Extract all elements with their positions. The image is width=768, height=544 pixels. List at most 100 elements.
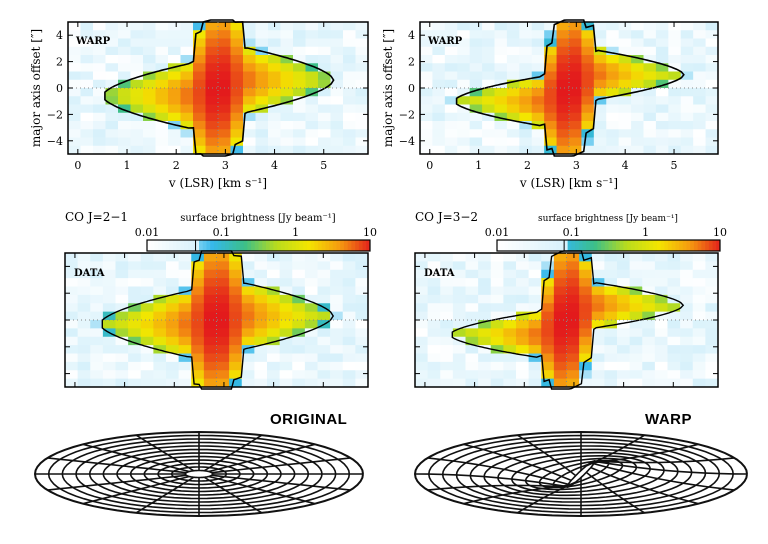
heatmap-cell [668, 104, 682, 114]
heatmap-cell [692, 353, 706, 363]
colorbar-swatch [545, 240, 550, 251]
heatmap-cell [355, 286, 369, 296]
heatmap-cell [68, 96, 81, 105]
heatmap-cell [118, 145, 131, 155]
heatmap-cell [556, 55, 570, 64]
heatmap-cell [541, 303, 555, 313]
colorbar-tick-label: 1 [642, 226, 649, 239]
heatmap-cell [692, 345, 706, 354]
heatmap-cell [654, 278, 668, 287]
heatmap-cell [115, 294, 129, 304]
disk-diagram-warp [413, 430, 748, 518]
heatmap-cell [668, 145, 682, 155]
heatmap-cell [102, 278, 116, 287]
heatmap-cell [629, 328, 643, 338]
heatmap-cell [469, 55, 483, 64]
heatmap-cell [593, 137, 607, 147]
heatmap-cell [593, 30, 607, 39]
heatmap-cell [317, 269, 331, 279]
heatmap-cell [130, 121, 144, 130]
heatmap-cell [465, 361, 479, 371]
heatmap-cell [469, 112, 483, 122]
heatmap-cell [705, 63, 719, 72]
heatmap-cell [230, 129, 244, 138]
heatmap-cell [541, 328, 555, 338]
heatmap-cell [617, 345, 631, 354]
panel-label: DATA [424, 268, 455, 279]
heatmap-cell [243, 129, 256, 138]
colorbar-swatch [202, 240, 207, 251]
heatmap-cell [203, 320, 217, 329]
heatmap-cell [293, 112, 306, 122]
heatmap-cell [566, 294, 580, 304]
heatmap-cell [579, 345, 593, 354]
heatmap-cell [102, 320, 116, 329]
heatmap-cell [692, 278, 706, 287]
heatmap-cell [255, 129, 269, 138]
heatmap-cell [618, 137, 632, 147]
heatmap-cell [80, 38, 94, 48]
heatmap-cell [268, 30, 281, 39]
heatmap-cell [180, 104, 194, 114]
colorbar-swatch [329, 240, 334, 251]
heatmap-cell [629, 336, 643, 346]
heatmap-cell [566, 261, 580, 271]
disk-spoke [47, 474, 187, 491]
heatmap-cell [444, 104, 458, 114]
heatmap-cell [427, 328, 441, 338]
heatmap-cell [440, 328, 454, 338]
heatmap-cell [105, 38, 119, 48]
heatmap-cell [643, 38, 657, 48]
heatmap-cell [457, 71, 471, 81]
heatmap-cell [305, 63, 319, 72]
colorbar-swatch [708, 240, 714, 251]
heatmap-cell [279, 361, 293, 371]
heatmap-cell [478, 378, 492, 388]
heatmap-cell [255, 22, 269, 31]
heatmap-cell [693, 121, 707, 130]
colorbar: 0.01 0.1 1 10 [135, 226, 377, 252]
heatmap-cell [643, 129, 657, 138]
heatmap-cell [469, 22, 483, 31]
heatmap-cell [457, 63, 471, 72]
heatmap-cell [503, 253, 517, 262]
heatmap-cell [617, 361, 631, 371]
heatmap-cell [115, 328, 129, 338]
heatmap-cell [330, 79, 344, 89]
heatmap-cell [420, 112, 433, 122]
heatmap-cell [255, 112, 269, 122]
heatmap-cell [330, 261, 344, 271]
colorbar-swatch [347, 240, 352, 251]
heatmap-cell [93, 137, 106, 147]
x-tick-label: 5 [671, 159, 678, 172]
heatmap-cell [556, 63, 570, 72]
heatmap-cell [427, 378, 441, 388]
heatmap-cell [569, 104, 582, 114]
heatmap-cell [516, 370, 530, 380]
heatmap-cell [457, 22, 471, 31]
heatmap-cell [556, 88, 570, 97]
disk-spoke [135, 476, 195, 514]
heatmap-cell [705, 38, 719, 48]
heatmap-cell [692, 261, 706, 271]
heatmap-cell [415, 353, 429, 363]
heatmap-cell [292, 345, 306, 354]
heatmap-cell [80, 88, 94, 97]
heatmap-cell [241, 294, 255, 304]
heatmap-cell [317, 378, 331, 388]
colorbar-swatch [150, 240, 155, 251]
heatmap-cell [469, 104, 483, 114]
heatmap-cell [330, 22, 344, 31]
heatmap-cell [427, 345, 441, 354]
heatmap-cell [544, 129, 558, 138]
heatmap-cell [153, 303, 167, 313]
heatmap-cell [680, 129, 694, 138]
heatmap-cell [168, 96, 181, 105]
heatmap-cell [68, 71, 81, 81]
heatmap-cell [143, 145, 156, 155]
colorbar-swatch [515, 240, 520, 251]
heatmap-cell [330, 294, 344, 304]
heatmap-cell [305, 112, 319, 122]
